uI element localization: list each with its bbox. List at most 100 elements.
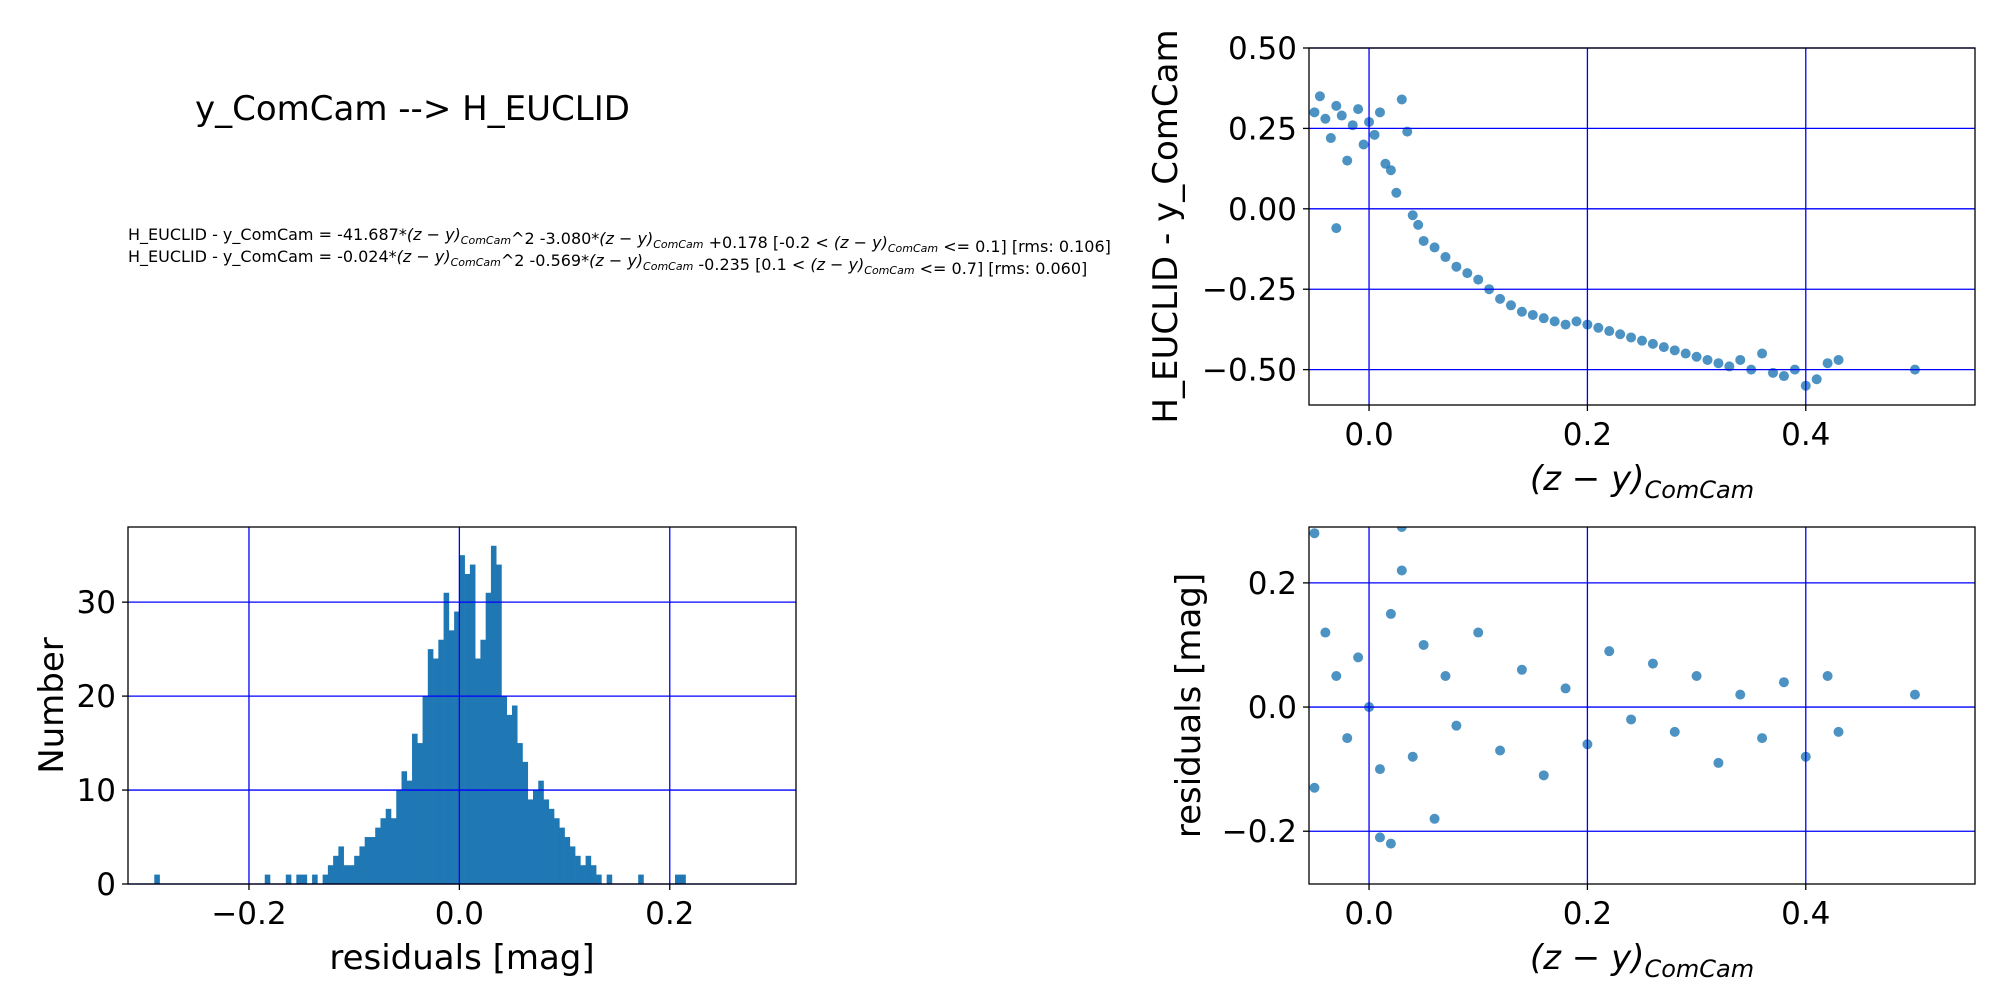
histogram-bar (396, 790, 402, 884)
scatter-point (1637, 335, 1647, 346)
scatter-point (1833, 726, 1844, 737)
scatter-point (1495, 745, 1506, 756)
scatter-point (1549, 316, 1560, 327)
scatter-point (1538, 770, 1549, 781)
histogram-bar (485, 592, 492, 884)
scatter-point (1374, 764, 1385, 775)
histogram-bar (527, 799, 534, 884)
y-tick-label: −0.25 (1202, 272, 1297, 308)
histogram-bar (548, 808, 555, 884)
y-tick-label: 10 (77, 773, 116, 809)
histogram-bar (590, 865, 597, 884)
scatter-point (1571, 316, 1582, 327)
scatter-point (1669, 726, 1680, 737)
scatter-point (1713, 358, 1724, 369)
histogram-bar (596, 874, 602, 884)
histogram-bar (390, 818, 397, 884)
scatter-point (1429, 813, 1440, 824)
histogram-bar (296, 874, 302, 884)
histogram-bar (490, 545, 497, 884)
scatter-point (1647, 338, 1658, 349)
histogram-bar (427, 649, 434, 884)
y-tick-label: −0.2 (1222, 814, 1297, 850)
scatter-point (1309, 107, 1320, 118)
histogram-bar (348, 865, 355, 884)
scatter-point (1680, 348, 1691, 359)
y-tick-label: 0 (96, 867, 116, 903)
histogram-bar (401, 771, 408, 884)
scatter-point (1516, 664, 1527, 675)
scatter-point (1325, 133, 1336, 144)
scatter-point (1374, 107, 1385, 118)
histogram-bar (380, 818, 387, 884)
y-axis-label: Number (32, 637, 72, 774)
x-tick-label: 0.2 (1563, 417, 1612, 453)
scatter-point (1391, 187, 1402, 198)
scatter-point (1429, 242, 1440, 253)
histogram-bar (506, 714, 513, 884)
scatter-point (1396, 527, 1407, 532)
histogram-bar (322, 874, 329, 884)
histogram-bar (554, 818, 560, 884)
histogram-bar (454, 611, 460, 884)
histogram-bar (438, 639, 444, 884)
y-tick-label: −0.50 (1202, 353, 1297, 389)
scatter-point (1735, 354, 1746, 365)
scatter-point (1505, 300, 1516, 311)
scatter-point (1647, 658, 1658, 669)
scatter-point (1593, 322, 1604, 333)
scatter-point (1358, 139, 1369, 150)
y-tick-label: 0.25 (1228, 111, 1297, 147)
histogram-bar (606, 874, 613, 884)
histogram-bar (585, 855, 592, 884)
x-tick-label: −0.2 (211, 896, 286, 932)
scatter-point (1407, 751, 1418, 762)
scatter-point (1702, 354, 1713, 365)
y-axis-label: H_EUCLID - y_ComCam (1146, 29, 1186, 423)
scatter-point (1778, 677, 1789, 688)
scatter-point (1822, 671, 1833, 682)
histogram-bar (638, 874, 644, 884)
histogram-bar (496, 564, 502, 884)
scatter-point (1451, 261, 1462, 272)
scatter-point (1626, 714, 1637, 725)
histogram-bar (469, 564, 476, 884)
scatter-point (1909, 689, 1920, 700)
scatter-point (1402, 126, 1413, 137)
scatter-point (1462, 268, 1473, 279)
histogram-bar (343, 865, 350, 884)
scatter-point (1757, 733, 1768, 744)
scatter-point (1768, 367, 1779, 378)
histogram-bar (417, 743, 423, 884)
scatter-point (1369, 129, 1380, 140)
scatter-point (1560, 319, 1571, 330)
y-tick-label: 20 (77, 679, 116, 715)
histogram-bar (301, 874, 308, 884)
histogram-bar (154, 874, 160, 884)
histogram-bar (480, 639, 486, 884)
histogram-bar (333, 855, 339, 884)
histogram-bar (364, 837, 371, 884)
scatter-point (1342, 155, 1353, 166)
histogram-bar (359, 846, 365, 884)
scatter-panel-top: 0.0 0.2 0.4 0.50 0.25 0.00 −0.25 −0.50 (z − y)Co… (1146, 29, 1976, 504)
scatter-point (1691, 351, 1702, 362)
scatter-point (1604, 646, 1615, 657)
y-tick-label: 30 (77, 585, 116, 621)
histogram-bar (522, 761, 529, 884)
scatter-point (1385, 608, 1396, 619)
scatter-point (1385, 165, 1396, 176)
scatter-point (1418, 639, 1429, 650)
scatter-point (1336, 110, 1347, 121)
histogram-bar (559, 827, 565, 884)
scatter-point (1658, 342, 1669, 353)
x-tick-label: 0.0 (1344, 896, 1393, 932)
axes-frame (127, 526, 797, 885)
x-tick-label: 0.0 (1344, 417, 1393, 453)
x-tick-label: 0.2 (645, 896, 694, 932)
histogram-bar (412, 733, 418, 884)
scatter-point (1451, 720, 1462, 731)
scatter-point (1347, 120, 1358, 131)
scatter-point (1331, 223, 1342, 234)
histogram-bar (354, 855, 360, 884)
